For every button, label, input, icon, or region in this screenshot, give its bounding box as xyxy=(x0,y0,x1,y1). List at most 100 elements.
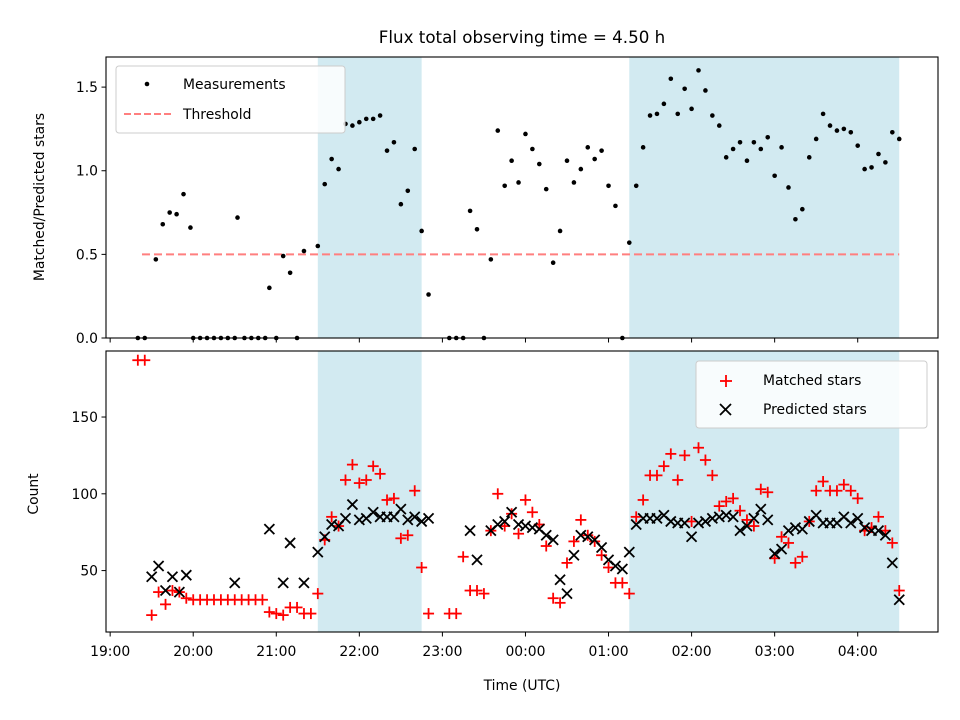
measurement-point xyxy=(398,201,404,207)
measurement-point xyxy=(350,123,355,128)
measurement-point xyxy=(890,129,895,135)
matched-point xyxy=(831,485,843,497)
matched-point xyxy=(561,557,573,569)
measurement-point xyxy=(188,225,193,230)
matched-point xyxy=(706,469,718,481)
matched-point xyxy=(478,588,490,600)
measurement-point xyxy=(322,181,328,187)
measurement-point xyxy=(772,173,777,179)
bottom-legend: Matched stars Predicted stars xyxy=(695,360,928,429)
x-tick-label: 20:00 xyxy=(173,644,213,660)
predicted-point xyxy=(339,512,352,525)
measurement-point xyxy=(779,145,784,150)
matched-point xyxy=(872,511,884,523)
matched-point xyxy=(381,494,393,506)
measurement-point xyxy=(613,203,618,209)
matched-point xyxy=(755,483,767,495)
predicted-point xyxy=(706,512,718,525)
matched-point xyxy=(256,594,268,606)
matched-point xyxy=(575,514,587,526)
predicted-point xyxy=(879,529,892,541)
predicted-point xyxy=(277,577,289,589)
measurement-point xyxy=(848,129,854,135)
predicted-point xyxy=(665,515,677,528)
legend-threshold-label: Threshold xyxy=(182,107,251,123)
measurement-point xyxy=(647,113,653,118)
predicted-point xyxy=(409,511,421,523)
measurement-point xyxy=(516,180,521,185)
matched-point xyxy=(360,474,372,486)
predicted-point xyxy=(492,518,504,531)
predicted-point xyxy=(595,541,608,554)
matched-point xyxy=(679,449,691,461)
matched-point xyxy=(596,549,608,561)
counts-layer xyxy=(132,354,905,621)
predicted-point xyxy=(284,537,296,549)
matched-point xyxy=(886,537,898,549)
matched-point xyxy=(346,459,358,471)
matched-point xyxy=(423,608,435,620)
matched-point xyxy=(160,598,172,610)
predicted-point xyxy=(893,594,905,606)
measurement-point xyxy=(869,165,874,170)
predicted-point xyxy=(886,557,898,569)
legend-matched-marker xyxy=(720,375,732,387)
measurement-point xyxy=(280,253,286,259)
matched-point xyxy=(734,505,746,517)
measurement-point xyxy=(800,206,805,212)
measurement-point xyxy=(896,136,902,142)
bottom-x-ticks: 19:00 20:00 21:00 22:00 23:00 00:00 01:00 02:00… xyxy=(90,632,878,660)
predicted-point xyxy=(651,512,663,525)
measurement-point xyxy=(737,140,743,145)
y-tick-label: 1.5 xyxy=(76,80,98,96)
matched-point xyxy=(263,606,275,618)
measurement-point xyxy=(640,145,646,150)
bottom-y-axis-label: Count xyxy=(26,473,42,515)
measurement-point xyxy=(287,270,293,276)
legend-matched-label: Matched stars xyxy=(763,373,861,389)
measurement-point xyxy=(523,131,528,137)
predicted-point xyxy=(367,506,379,518)
measurement-point xyxy=(716,123,722,128)
matched-point xyxy=(146,609,158,621)
predicted-point xyxy=(152,560,165,572)
measurements-layer xyxy=(135,68,902,341)
matched-point xyxy=(720,495,732,507)
measurement-point xyxy=(682,86,687,92)
measurement-point xyxy=(793,216,798,222)
measurement-point xyxy=(502,183,507,189)
matched-point xyxy=(166,585,178,597)
matched-point xyxy=(686,515,698,527)
measurement-point xyxy=(564,158,570,164)
predicted-point xyxy=(568,549,580,561)
predicted-point xyxy=(319,531,331,543)
matched-point xyxy=(180,592,192,604)
predicted-point xyxy=(346,498,359,511)
y-tick-label: 1.0 xyxy=(76,164,98,180)
matched-point xyxy=(796,551,808,563)
top-x-ticks xyxy=(109,338,859,343)
measurement-point xyxy=(160,221,166,227)
measurement-point xyxy=(730,146,736,152)
measurement-point xyxy=(384,148,390,153)
measurement-point xyxy=(412,146,418,152)
measurement-point xyxy=(765,134,771,140)
measurement-point xyxy=(235,215,240,220)
x-tick-label: 01:00 xyxy=(589,644,629,660)
measurement-point xyxy=(876,151,881,157)
predicted-point xyxy=(422,512,435,525)
matched-point xyxy=(339,474,351,486)
chart-title: Flux total observing time = 4.50 h xyxy=(379,27,665,47)
measurement-point xyxy=(696,68,701,73)
predicted-point xyxy=(159,584,172,597)
predicted-point xyxy=(623,546,635,558)
matched-point xyxy=(713,500,725,512)
measurement-point xyxy=(571,180,577,185)
measurement-point xyxy=(855,143,861,148)
measurement-point xyxy=(488,257,494,262)
predicted-point xyxy=(298,577,310,589)
y-tick-label: 150 xyxy=(71,410,98,426)
predicted-point xyxy=(229,577,241,589)
measurement-point xyxy=(827,123,833,128)
